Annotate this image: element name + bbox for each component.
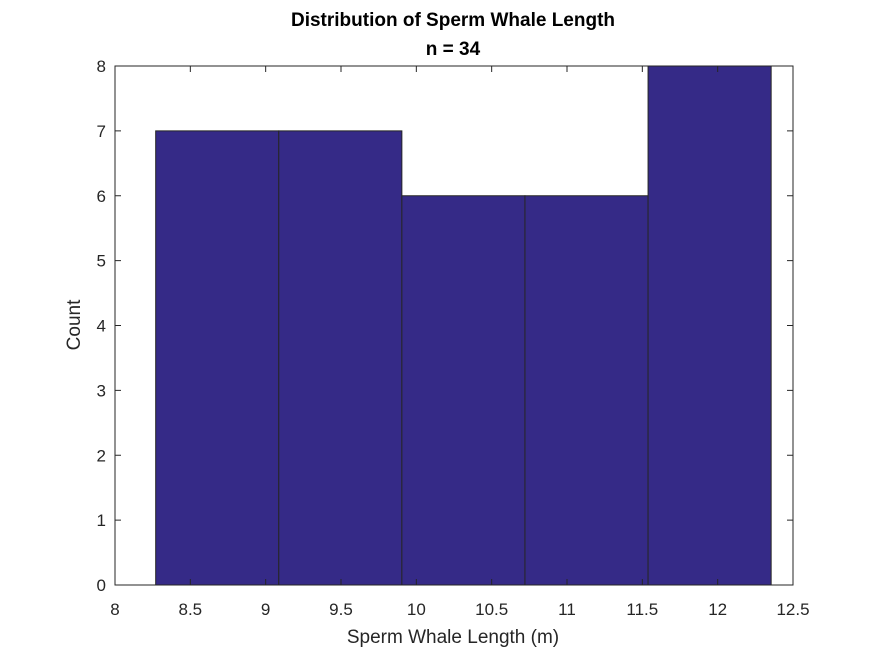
chart-subtitle: n = 34 [426,39,481,60]
y-tick-label: 8 [97,57,106,76]
x-tick-label: 9 [261,600,270,619]
y-tick-label: 6 [97,187,106,206]
bars-group [155,65,772,586]
x-tick-label: 11 [558,600,576,619]
x-axis-label: Sperm Whale Length (m) [347,627,559,648]
y-tick-label: 3 [97,381,106,400]
x-tick-labels: 8 8.5 9 9.5 10 10.5 11 11.5 12 12.5 [110,600,809,619]
x-tick-label: 12 [708,600,727,619]
x-tick-label: 8 [110,600,119,619]
histogram-bar [155,130,280,586]
histogram-bar [278,130,403,586]
x-tick-label: 10.5 [475,600,508,619]
ticks-group [114,65,794,586]
y-tick-label: 5 [97,252,106,271]
y-tick-label: 1 [97,511,106,530]
histogram-bar [524,195,649,586]
y-tick-label: 4 [97,317,106,336]
x-tick-label: 9.5 [329,600,353,619]
y-tick-label: 2 [97,446,106,465]
y-axis-label: Count [64,299,85,350]
x-tick-label: 8.5 [179,600,203,619]
histogram-bar [401,195,526,586]
y-tick-label: 0 [97,576,106,595]
y-tick-labels: 0 1 2 3 4 5 6 7 8 [97,57,106,595]
x-tick-label: 10 [407,600,426,619]
chart-title: Distribution of Sperm Whale Length [291,10,615,31]
x-tick-label: 11.5 [626,600,658,619]
x-tick-label: 12.5 [776,600,809,619]
histogram-bar [647,65,772,586]
y-tick-label: 7 [97,122,106,141]
